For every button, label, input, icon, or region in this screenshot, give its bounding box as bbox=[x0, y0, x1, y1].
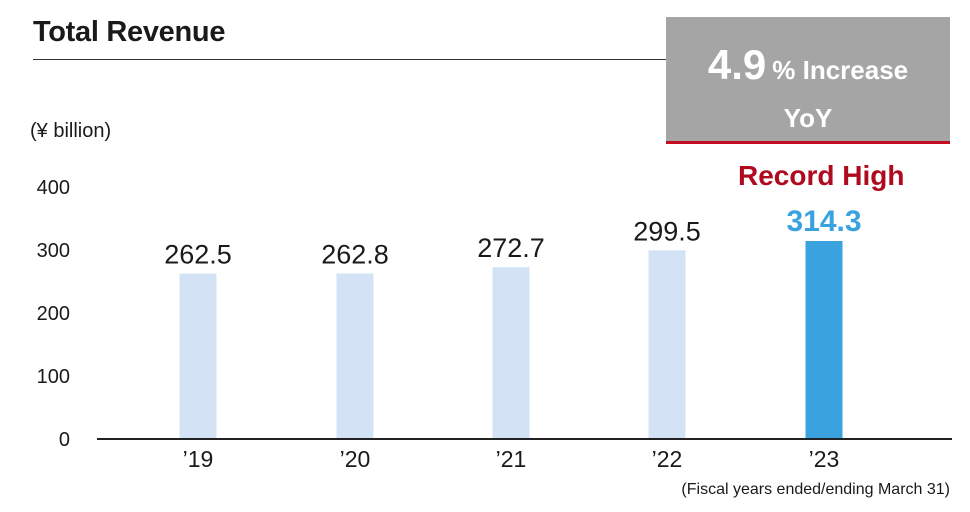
bar bbox=[805, 240, 843, 439]
y-tick-label: 0 bbox=[59, 429, 70, 451]
bar-value-label: 299.5 bbox=[633, 216, 701, 246]
record-high-label: Record High bbox=[738, 160, 905, 191]
callout-yoy-text: YoY bbox=[783, 103, 833, 133]
bar-value-label: 272.7 bbox=[477, 233, 545, 263]
yoy-callout-box: 4.9% Increase YoY bbox=[666, 17, 950, 144]
x-tick-label: ’20 bbox=[340, 446, 371, 472]
callout-line1: 4.9% Increase bbox=[666, 41, 950, 89]
fiscal-year-footnote: (Fiscal years ended/ending March 31) bbox=[681, 481, 950, 498]
x-tick-label: ’22 bbox=[652, 446, 683, 472]
y-axis-unit-label: (¥ billion) bbox=[30, 120, 112, 142]
chart-title: Total Revenue bbox=[33, 16, 226, 48]
x-tick-label: ’23 bbox=[809, 446, 840, 472]
y-tick-label: 100 bbox=[37, 366, 70, 388]
x-tick-label: ’21 bbox=[496, 446, 527, 472]
y-tick-label: 300 bbox=[37, 240, 70, 262]
x-tick-label: ’19 bbox=[183, 446, 214, 472]
bar-value-label: 314.3 bbox=[786, 205, 861, 238]
callout-increase-text: % Increase bbox=[772, 55, 909, 85]
bar bbox=[492, 267, 530, 439]
title-underline bbox=[33, 59, 673, 60]
bar bbox=[648, 250, 686, 439]
y-tick-label: 200 bbox=[37, 303, 70, 325]
callout-percentage: 4.9 bbox=[707, 41, 767, 88]
bar bbox=[336, 273, 374, 439]
bar bbox=[179, 273, 217, 439]
bar-value-label: 262.5 bbox=[164, 240, 232, 270]
y-tick-label: 400 bbox=[37, 177, 70, 199]
bar-value-label: 262.8 bbox=[321, 239, 389, 269]
